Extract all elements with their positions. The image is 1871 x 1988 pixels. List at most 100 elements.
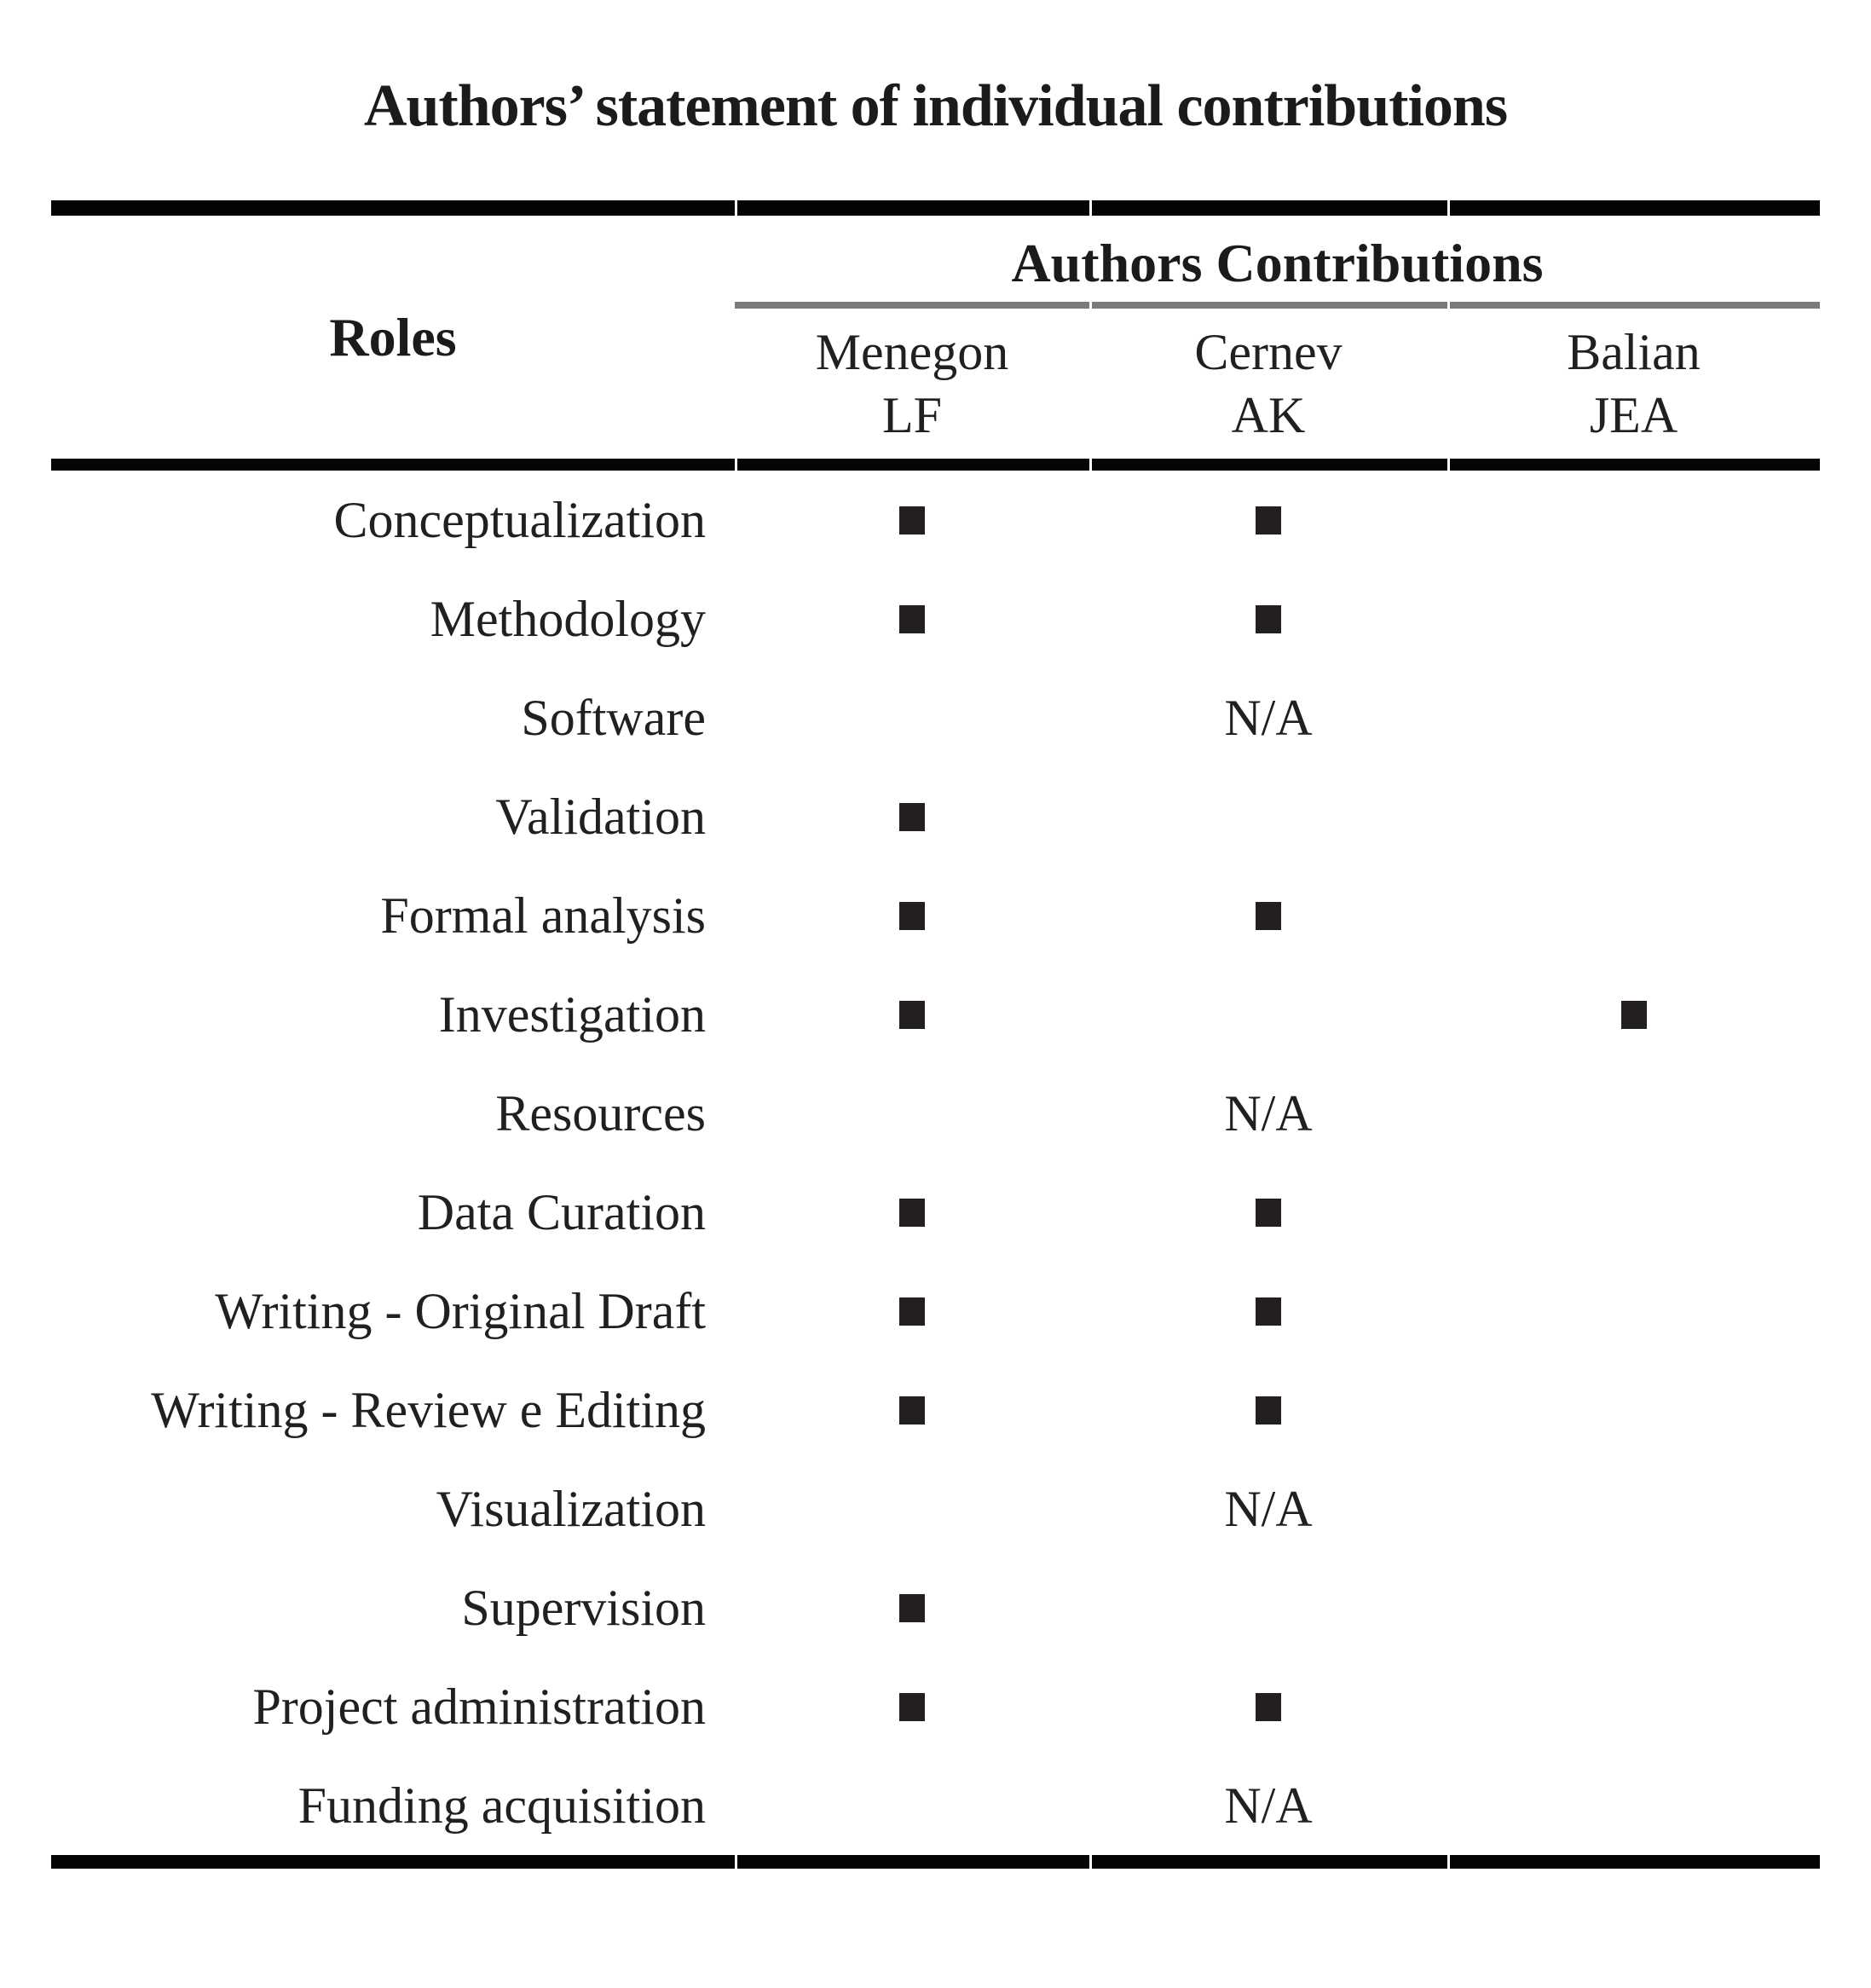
contribution-cell [735, 1657, 1089, 1756]
contribution-cell [1447, 569, 1820, 668]
table-row: Investigation [51, 965, 1820, 1064]
contribution-cell [1447, 1558, 1820, 1657]
contribution-marker-icon [1256, 1297, 1281, 1326]
contribution-marker-icon [899, 1396, 925, 1425]
contribution-cell [1447, 1262, 1820, 1361]
role-label: Project administration [252, 1678, 706, 1735]
role-label: Data Curation [417, 1183, 706, 1240]
roles-header: Roles [51, 216, 735, 459]
table-row: Supervision [51, 1558, 1820, 1657]
author-header: Menegon LF [735, 321, 1089, 448]
contribution-cell [1447, 1361, 1820, 1459]
contribution-marker-icon [1256, 506, 1281, 535]
contribution-cell [1089, 1558, 1447, 1657]
contribution-cell [1089, 1163, 1447, 1262]
contributions-table: Roles Authors Contributions Menegon LF Cer… [51, 200, 1820, 1869]
role-label: Validation [495, 788, 706, 845]
table-bottom-border [51, 1855, 1820, 1869]
border-segment [1089, 200, 1447, 216]
author-name: Balian [1567, 323, 1701, 380]
contribution-marker-icon [899, 1692, 925, 1721]
table-row: Software N/A [51, 668, 1820, 767]
role-label: Investigation [438, 985, 706, 1043]
contribution-cell [735, 767, 1089, 866]
border-segment [735, 1855, 1089, 1869]
contribution-cell [1089, 866, 1447, 965]
contribution-cell [1089, 965, 1447, 1064]
table-row: Writing - Original Draft [51, 1262, 1820, 1361]
role-label: Resources [495, 1084, 706, 1141]
contribution-cell [1447, 1657, 1820, 1756]
roles-header-label: Roles [329, 306, 457, 367]
contribution-cell [1447, 1163, 1820, 1262]
contribution-cell [1089, 569, 1447, 668]
table-row: Funding acquisition N/A [51, 1756, 1820, 1855]
role-label: Software [521, 689, 706, 746]
border-segment [51, 1855, 735, 1869]
page-title: Authors’ statement of individual contrib… [363, 73, 1508, 139]
contribution-cell [1089, 1361, 1447, 1459]
contribution-cell [735, 1756, 1089, 1855]
border-segment [1447, 459, 1820, 471]
contribution-cell [735, 569, 1089, 668]
contribution-cell [735, 1361, 1089, 1459]
contribution-cell [735, 1558, 1089, 1657]
contribution-cell [735, 471, 1089, 569]
author-name: Menegon [815, 323, 1009, 380]
contribution-marker-icon [899, 1297, 925, 1326]
contribution-cell [1089, 767, 1447, 866]
role-label: Funding acquisition [297, 1777, 706, 1834]
contribution-marker-icon [899, 1198, 925, 1227]
na-value: N/A [1224, 1777, 1313, 1834]
contribution-marker-icon [1620, 1000, 1647, 1029]
table-row: Formal analysis [51, 866, 1820, 965]
contribution-cell: N/A [1089, 1459, 1447, 1558]
contribution-cell [1089, 471, 1447, 569]
role-label: Conceptualization [333, 491, 706, 548]
table-row: Project administration [51, 1657, 1820, 1756]
contribution-cell [1447, 1756, 1820, 1855]
contribution-cell [1447, 471, 1820, 569]
border-segment [1447, 200, 1820, 216]
contribution-cell: N/A [1089, 1064, 1447, 1163]
table-row: Methodology [51, 569, 1820, 668]
author-header: Balian JEA [1447, 321, 1820, 448]
border-segment [735, 200, 1089, 216]
border-segment [51, 200, 735, 216]
contribution-marker-icon [1256, 901, 1281, 930]
role-label: Writing - Original Draft [215, 1282, 706, 1339]
border-segment [735, 459, 1089, 471]
author-initials: JEA [1589, 387, 1678, 444]
table-row: Resources N/A [51, 1064, 1820, 1163]
table-body: Conceptualization Methodology Software N/A V… [51, 471, 1820, 1855]
na-value: N/A [1224, 1480, 1313, 1537]
contribution-cell [1447, 668, 1820, 767]
authors-contributions-group: Authors Contributions Menegon LF Cernev AK B… [735, 216, 1820, 459]
contribution-marker-icon [899, 1000, 925, 1029]
contribution-marker-icon [899, 1593, 925, 1622]
contribution-cell [735, 965, 1089, 1064]
contribution-cell [735, 1163, 1089, 1262]
border-segment [1447, 1855, 1820, 1869]
contribution-marker-icon [899, 506, 925, 535]
contribution-marker-icon [899, 901, 925, 930]
contribution-marker-icon [1256, 604, 1281, 633]
table-row: Data Curation [51, 1163, 1820, 1262]
role-label: Writing - Review e Editing [151, 1381, 706, 1438]
contribution-cell [1447, 1064, 1820, 1163]
border-segment [1089, 1855, 1447, 1869]
table-top-border [51, 200, 1820, 216]
author-initials: LF [881, 387, 943, 444]
na-value: N/A [1224, 689, 1313, 746]
author-header: Cernev AK [1089, 321, 1447, 448]
table-header: Roles Authors Contributions Menegon LF Cer… [51, 216, 1820, 459]
contribution-marker-icon [899, 802, 925, 831]
role-label: Supervision [461, 1579, 706, 1636]
underline-segment [1447, 302, 1820, 309]
header-bottom-border [51, 459, 1820, 471]
contribution-cell [1447, 767, 1820, 866]
table-row: Writing - Review e Editing [51, 1361, 1820, 1459]
contribution-cell: N/A [1089, 1756, 1447, 1855]
contribution-cell [1447, 1459, 1820, 1558]
